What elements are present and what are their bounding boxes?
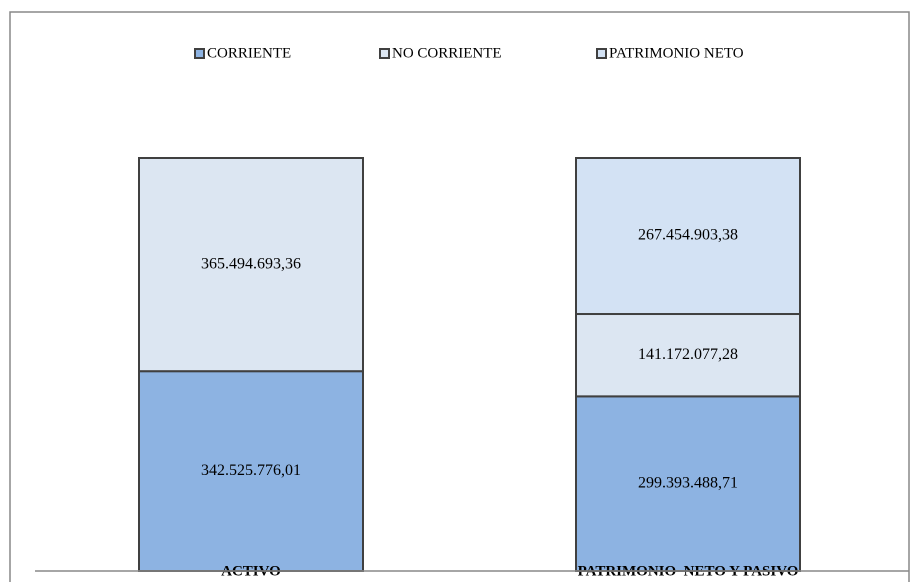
bar-segment [575, 313, 801, 398]
legend-label: NO CORRIENTE [392, 45, 502, 61]
value-label: 299.393.488,71 [638, 474, 738, 491]
value-label: 141.172.077,28 [638, 346, 738, 363]
value-label: 365.494.693,36 [201, 255, 301, 272]
bar-segment [138, 157, 364, 373]
legend-swatch [596, 48, 607, 59]
legend-label: CORRIENTE [207, 45, 291, 61]
value-label: 267.454.903,38 [638, 227, 738, 244]
bar-segment [575, 157, 801, 316]
legend-swatch [379, 48, 390, 59]
bar-segment [138, 370, 364, 572]
legend-swatch [194, 48, 205, 59]
legend-label: PATRIMONIO NETO [609, 45, 744, 61]
value-label: 342.525.776,01 [201, 462, 301, 479]
bar-segment [575, 395, 801, 573]
